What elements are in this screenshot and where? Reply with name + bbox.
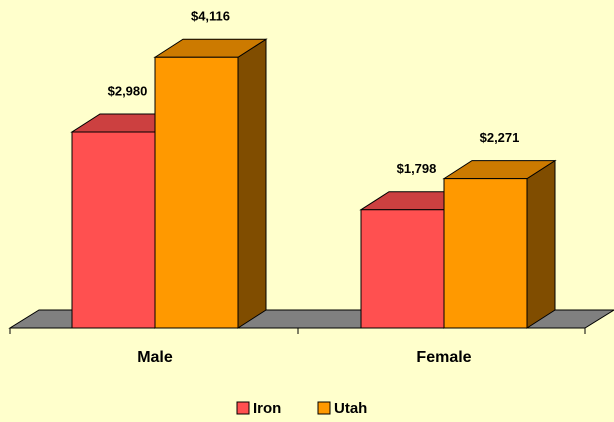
value-label: $2,271 — [480, 130, 520, 145]
legend-label: Iron — [253, 400, 281, 417]
bar-front — [360, 209, 445, 329]
bar-side — [526, 159, 556, 329]
bar — [442, 159, 557, 329]
legend-swatch — [317, 401, 331, 415]
bar-front — [154, 56, 239, 329]
value-label: $2,980 — [108, 83, 148, 98]
legend-label: Utah — [334, 400, 367, 417]
legend-swatch — [236, 401, 250, 415]
value-label: $1,798 — [397, 161, 437, 176]
x-tick-label: Male — [137, 349, 173, 366]
bar — [153, 38, 268, 329]
bar-front — [71, 131, 156, 329]
value-label: $4,116 — [191, 9, 230, 24]
x-tick-label: Female — [416, 349, 471, 366]
bar-side — [237, 38, 267, 329]
bar-front — [443, 178, 528, 329]
